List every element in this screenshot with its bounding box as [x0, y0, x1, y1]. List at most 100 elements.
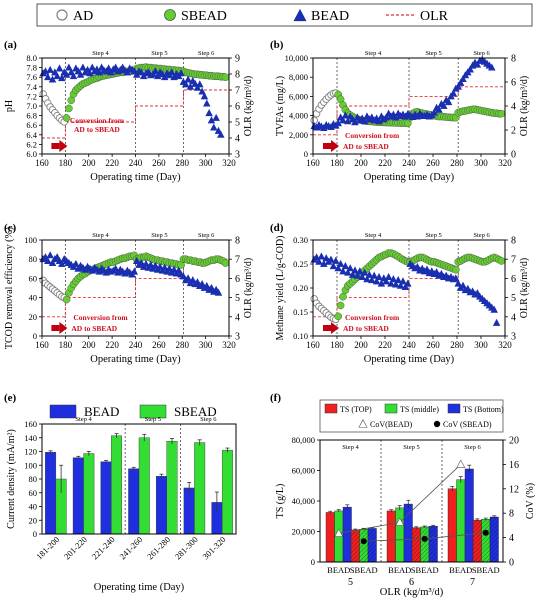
bead-point [317, 252, 326, 260]
bar-legend: BEAD SBEAD [49, 404, 217, 419]
legend-marker-sbead [164, 9, 176, 21]
y-tick-label: 8,000 [289, 72, 308, 82]
conversion-text: AD to SBEAD [343, 142, 389, 151]
bar-bead [183, 487, 195, 535]
y-tick-label: 0.15 [293, 307, 308, 317]
step-label: Step 6 [200, 416, 217, 423]
bead-point [48, 258, 57, 266]
bar-legend: TS (TOP) TS (middle) TS (Bottom) CoV(BEAD) C… [319, 399, 504, 433]
panel-c: (c) Step 4 Step 5 Step 6 Conversion from AD t… [4, 222, 254, 365]
x-tick-label: 220 [105, 158, 119, 168]
bead-point [205, 109, 213, 117]
y2-tick-label: 0 [509, 558, 514, 569]
y-tick-label: 140 [24, 433, 37, 443]
x-tick-label: 300 [199, 340, 213, 350]
x-tick-label: 160 [35, 158, 49, 168]
series-ad [310, 295, 340, 324]
x-tick-label: 260 [152, 158, 166, 168]
series-ad [39, 276, 68, 302]
x-tick-label: 320 [222, 340, 236, 350]
bar-ts [386, 510, 396, 563]
step-label: Step 4 [342, 444, 359, 451]
x-tick-label: 220 [378, 158, 392, 168]
x-tick-label: 320 [222, 158, 236, 168]
y-tick-label: 20,000 [292, 527, 315, 537]
legend-marker-ad [56, 9, 68, 21]
bead-point [184, 75, 192, 83]
bead-point [55, 64, 64, 72]
y2-tick-label: 4 [511, 312, 516, 323]
y-axis-title: TCOD removal efficiency (%) [4, 227, 15, 349]
arrow-body [323, 143, 331, 149]
x-tick-label: 320 [498, 158, 512, 168]
conversion-text: Conversion from [70, 116, 125, 125]
y-tick-label: 7.8 [26, 63, 37, 73]
bead-point [327, 255, 335, 263]
bar-sbead [194, 442, 206, 535]
x-tick-label: 320 [498, 340, 512, 350]
subgroup-label: SBEAD [411, 565, 439, 575]
legend-entry-sbead: SBEAD [164, 9, 227, 24]
step-label: Step 4 [92, 232, 109, 239]
category-label: 301-320 [200, 534, 227, 561]
bead-point [200, 92, 209, 100]
x-tick-label: 240 [402, 158, 416, 168]
conversion-annotation: Conversion from AD to SBEAD [51, 313, 128, 334]
bead-point [320, 259, 328, 267]
bead-point [372, 277, 381, 285]
legend-label: CoV(BEAD) [370, 420, 413, 429]
y-tick-label: 20 [29, 312, 38, 322]
bead-point [389, 275, 398, 283]
y2-tick-label: 6 [235, 274, 240, 285]
bead-point [329, 262, 338, 270]
legend-swatch [447, 403, 461, 414]
y2-tick-label: 9 [235, 54, 240, 65]
category-label: 221-240 [90, 534, 117, 561]
x-axis-title: Operating time (Day) [364, 172, 455, 183]
x-tick-label: 200 [354, 158, 368, 168]
bead-point [466, 65, 474, 73]
sbead-point [334, 312, 343, 321]
bar-hatch [429, 526, 438, 562]
step-label: Step 5 [403, 444, 419, 451]
y-tick-label: 7.0 [26, 101, 37, 111]
bead-point [444, 98, 453, 106]
step-label: Step 6 [473, 50, 490, 57]
bead-point [459, 281, 467, 289]
y-tick-label: 6.2 [26, 139, 37, 149]
y-axis-title: TVFAs (mg/L) [275, 76, 286, 136]
legend-label: SBEAD [181, 9, 227, 24]
bar-ts [342, 506, 352, 563]
legend-label: TS (TOP) [340, 405, 372, 414]
bar-hatch [420, 526, 429, 562]
y-tick-label: 10,000 [285, 53, 308, 63]
legend-swatch [324, 403, 338, 414]
y-tick-label: 0 [311, 557, 315, 567]
step-label: Step 5 [151, 50, 167, 57]
conversion-text: Conversion from [345, 313, 400, 322]
olr-line [42, 89, 229, 139]
y-axis-title: TS (g/L) [275, 484, 286, 519]
arrow-head [59, 140, 68, 152]
cov-sbead-point [482, 529, 489, 536]
x-tick-label: 300 [474, 340, 488, 350]
bar-sbead [111, 435, 123, 535]
x-tick-label: 220 [105, 340, 119, 350]
bar-ts [325, 512, 335, 563]
bead-point [341, 262, 350, 270]
y-tick-label: 6,000 [289, 91, 308, 101]
y-axis-title: pH [4, 100, 15, 112]
bead-point [177, 69, 185, 77]
group-label: 6 [409, 577, 414, 588]
y2-tick-label: 5 [235, 118, 240, 129]
step-label: Step 5 [145, 416, 161, 423]
bead-point [394, 275, 402, 284]
bead-point [95, 68, 104, 76]
x-tick-label: 180 [330, 340, 344, 350]
bead-point [130, 267, 139, 275]
sbead-point [497, 257, 506, 265]
legend-label: TS (middle) [400, 405, 439, 414]
y2-tick-label: 8 [235, 70, 240, 81]
